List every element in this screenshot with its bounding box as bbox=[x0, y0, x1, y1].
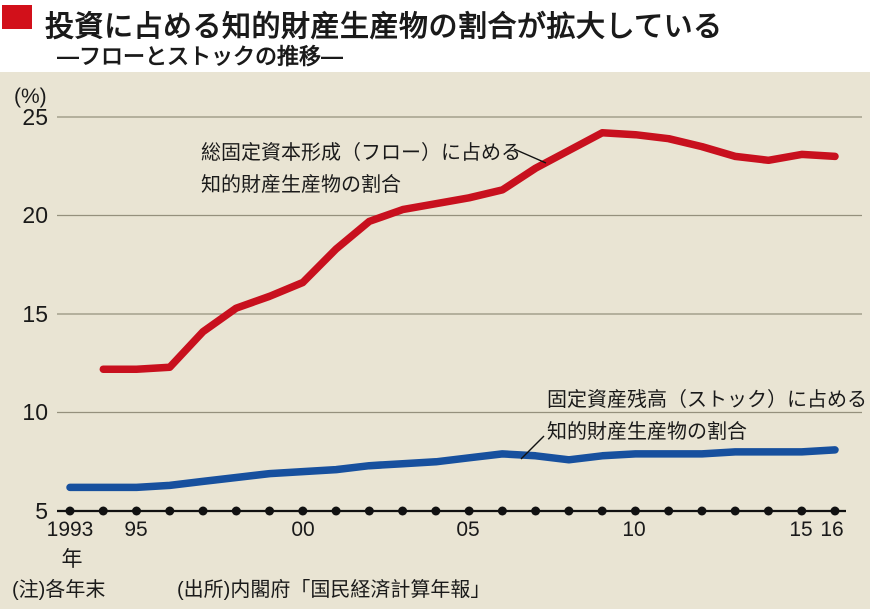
x-tick-label-16: 16 bbox=[820, 518, 844, 541]
y-tick-label-5: 5 bbox=[35, 498, 48, 524]
page-title: 投資に占める知的財産生産物の割合が拡大している bbox=[45, 11, 723, 43]
x-tick-label-15: 15 bbox=[789, 518, 813, 541]
y-tick-label-10: 10 bbox=[22, 399, 48, 425]
x-tick-label-1993: 1993 bbox=[46, 518, 94, 541]
footnote-text: (注)各年末 bbox=[12, 579, 106, 601]
x-tick-label-00: 00 bbox=[291, 518, 315, 541]
x-tick-label-10: 10 bbox=[622, 518, 646, 541]
x-tick-label-05: 05 bbox=[456, 518, 480, 541]
title-marker-square bbox=[2, 5, 32, 29]
y-axis-unit-label: (%) bbox=[14, 85, 47, 108]
y-tick-label-15: 15 bbox=[22, 301, 48, 327]
stock-series-annotation: 固定資産残高（ストック）に占める 知的財産生産物の割合 bbox=[547, 389, 867, 443]
source-text: (出所)内閣府「国民経済計算年報」 bbox=[177, 579, 491, 601]
flow-series-annotation: 総固定資本形成（フロー）に占める 知的財産生産物の割合 bbox=[201, 142, 521, 196]
y-tick-label-25: 25 bbox=[22, 104, 48, 130]
x-axis-year-suffix: 年 bbox=[61, 548, 83, 571]
page-subtitle: ―フローとストックの推移― bbox=[57, 44, 344, 69]
y-tick-label-20: 20 bbox=[22, 202, 48, 228]
x-tick-label-95: 95 bbox=[124, 518, 148, 541]
